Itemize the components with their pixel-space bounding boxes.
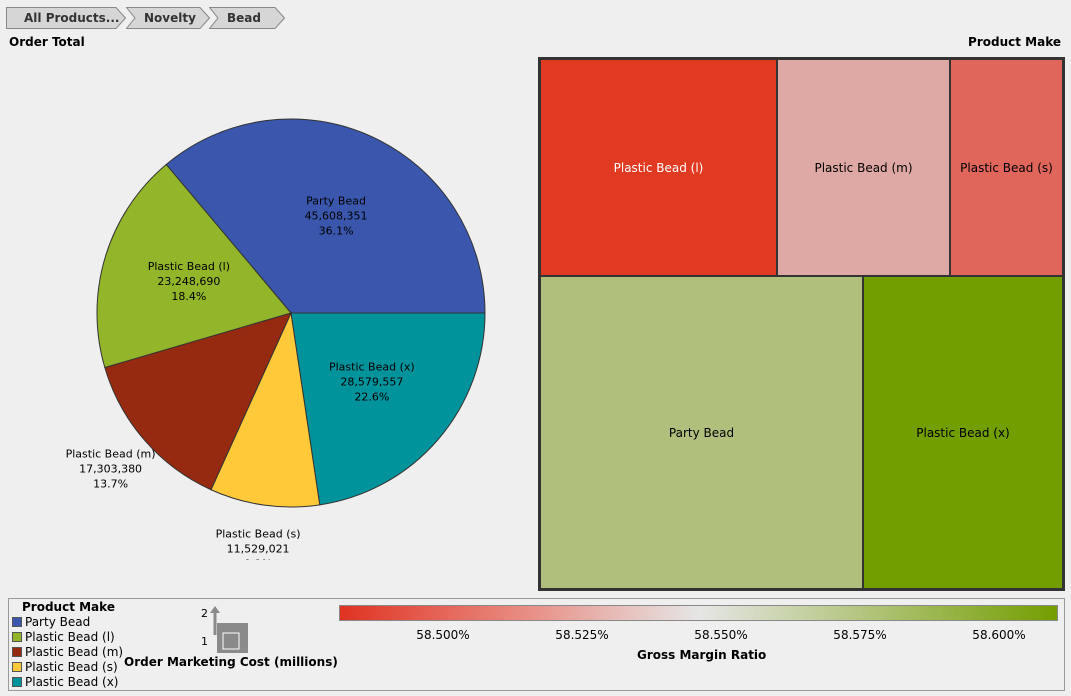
legend-item[interactable]: Plastic Bead (m) — [12, 645, 123, 660]
gradient-tick: 58.575% — [833, 628, 887, 642]
legend-label: Party Bead — [25, 615, 91, 629]
legend-label: Plastic Bead (s) — [25, 660, 118, 674]
pie-data-label: Party Bead 45,608,351 36.1% — [305, 194, 368, 237]
tile-label: Plastic Bead (l) — [613, 160, 704, 175]
legend-title: Product Make — [22, 600, 115, 614]
legend-label: Plastic Bead (l) — [25, 630, 115, 644]
legend-panel: Product Make Party Bead Plastic Bead (l)… — [8, 598, 1065, 691]
treemap-tile-plastic-bead-m[interactable]: Plastic Bead (m) — [778, 60, 949, 275]
legend-swatch — [12, 647, 22, 657]
slice-plastic-bead-m[interactable] — [104, 312, 292, 491]
treemap-tile-plastic-bead-s[interactable]: Plastic Bead (s) — [951, 60, 1062, 275]
tile-label: Party Bead — [668, 425, 735, 440]
treemap-tile-party-bead[interactable]: Party Bead — [541, 277, 862, 588]
size-tick-1: 1 — [201, 635, 208, 648]
slice-plastic-bead-l[interactable] — [96, 163, 292, 369]
breadcrumb-item-all-products[interactable]: All Products... — [6, 7, 126, 29]
legend-item[interactable]: Party Bead — [12, 615, 123, 630]
size-tick-2: 2 — [201, 607, 208, 620]
legend-swatch — [12, 632, 22, 642]
legend-item[interactable]: Plastic Bead (x) — [12, 675, 123, 690]
slice-plastic-bead-s[interactable] — [210, 311, 321, 508]
color-gradient-bar — [339, 605, 1058, 621]
breadcrumb-label: Bead — [227, 11, 261, 25]
breadcrumb-arrow-shape — [209, 7, 285, 29]
size-legend: 2 1 — [199, 605, 259, 655]
gradient-tick: 58.550% — [694, 628, 748, 642]
treemap-chart: Plastic Bead (l) Plastic Bead (m) Plasti… — [538, 57, 1065, 591]
tile-label: Plastic Bead (m) — [814, 160, 913, 175]
tile-label: Plastic Bead (x) — [916, 425, 1010, 440]
legend-label: Plastic Bead (m) — [25, 645, 124, 659]
legend-item[interactable]: Plastic Bead (l) — [12, 630, 123, 645]
breadcrumb-label: All Products... — [24, 11, 120, 25]
treemap-tile-plastic-bead-l[interactable]: Plastic Bead (l) — [541, 60, 776, 275]
treemap-tile-plastic-bead-x[interactable]: Plastic Bead (x) — [864, 277, 1062, 588]
slice-party-bead[interactable] — [165, 118, 486, 314]
tile-label: Plastic Bead (s) — [960, 160, 1053, 175]
breadcrumb-arrow-shape — [126, 7, 210, 29]
legend-label: Plastic Bead (x) — [25, 675, 119, 689]
legend-swatch — [12, 677, 22, 687]
gradient-tick: 58.600% — [972, 628, 1026, 642]
gradient-tick: 58.525% — [555, 628, 609, 642]
pie-data-label: Plastic Bead (x) 28,579,557 22.6% — [329, 361, 415, 404]
pie-data-label: Plastic Bead (s)11,529,0219.1% — [216, 528, 301, 560]
treemap-title: Product Make — [968, 35, 1061, 49]
slice-plastic-bead-x[interactable] — [290, 312, 486, 506]
breadcrumb-label: Novelty — [144, 11, 196, 25]
gradient-tick: 58.500% — [416, 628, 470, 642]
breadcrumb-item-novelty[interactable]: Novelty — [126, 7, 210, 29]
size-scale-icon — [210, 606, 248, 653]
pie-chart-title: Order Total — [9, 35, 85, 49]
pie-chart: Party Bead 45,608,351 36.1% Plastic Bead (x… — [66, 118, 486, 560]
legend-swatch — [12, 617, 22, 627]
breadcrumb-item-bead[interactable]: Bead — [209, 7, 285, 29]
gradient-label: Gross Margin Ratio — [637, 648, 767, 662]
legend-item[interactable]: Plastic Bead (s) — [12, 660, 123, 675]
breadcrumb-arrow-shape — [6, 7, 126, 29]
pie-data-label: Plastic Bead (m) 17,303,380 13.7% — [66, 448, 156, 491]
size-legend-label: Order Marketing Cost (millions) — [124, 655, 338, 669]
pie-data-label: Plastic Bead (l) 23,248,690 18.4% — [148, 260, 230, 303]
legend-swatch — [12, 662, 22, 672]
legend-list: Party Bead Plastic Bead (l) Plastic Bead… — [12, 615, 123, 690]
